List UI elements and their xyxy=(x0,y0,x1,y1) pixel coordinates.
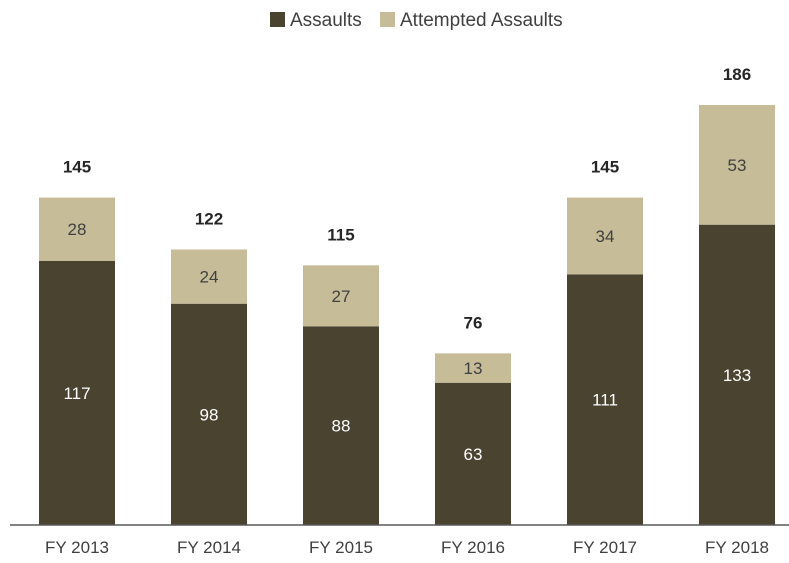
x-tick-label-fy-2016: FY 2016 xyxy=(441,538,505,557)
data-label-attempted-assaults-fy-2013: 28 xyxy=(68,220,87,239)
bar-assaults-fy-2013 xyxy=(39,260,115,525)
data-label-attempted-assaults-fy-2015: 27 xyxy=(332,287,351,306)
data-label-attempted-assaults-fy-2014: 24 xyxy=(200,268,219,287)
bar-attempted-assaults-fy-2016 xyxy=(435,353,511,383)
data-label-attempted-assaults-fy-2017: 34 xyxy=(596,227,615,246)
legend-label-assaults: Assaults xyxy=(290,10,362,31)
data-label-assaults-fy-2016: 63 xyxy=(464,445,483,464)
total-label-fy-2013: 145 xyxy=(63,158,91,177)
legend-swatch-attempted-assaults xyxy=(380,12,395,27)
bars xyxy=(39,105,775,525)
bar-assaults-fy-2014 xyxy=(171,303,247,525)
bar-assaults-fy-2016 xyxy=(435,382,511,525)
bar-attempted-assaults-fy-2013 xyxy=(39,197,115,261)
x-tick-label-fy-2015: FY 2015 xyxy=(309,538,373,557)
total-label-fy-2017: 145 xyxy=(591,158,619,177)
bar-attempted-assaults-fy-2017 xyxy=(567,197,643,275)
bar-assaults-fy-2018 xyxy=(699,224,775,525)
legend-label-attempted-assaults: Attempted Assaults xyxy=(400,10,563,31)
data-label-assaults-fy-2017: 111 xyxy=(592,391,618,410)
x-tick-label-fy-2013: FY 2013 xyxy=(45,538,109,557)
x-tick-label-fy-2018: FY 2018 xyxy=(705,538,769,557)
total-label-fy-2018: 186 xyxy=(723,65,751,84)
segment-labels: 117 28 98 24 88 27 63 13 111 34 133 53 xyxy=(63,156,751,464)
total-label-fy-2016: 76 xyxy=(464,313,483,332)
total-label-fy-2015: 115 xyxy=(327,225,354,244)
bar-assaults-fy-2017 xyxy=(567,274,643,525)
data-label-attempted-assaults-fy-2018: 53 xyxy=(728,156,747,175)
legend: Assaults Attempted Assaults xyxy=(270,10,563,31)
total-label-fy-2014: 122 xyxy=(195,210,223,229)
bar-assaults-fy-2015 xyxy=(303,326,379,525)
x-axis-tick-labels: FY 2013 FY 2014 FY 2015 FY 2016 FY 2017 FY 20… xyxy=(45,538,769,557)
data-label-assaults-fy-2018: 133 xyxy=(723,366,751,385)
legend-swatch-assaults xyxy=(270,12,285,27)
x-tick-label-fy-2014: FY 2014 xyxy=(177,538,241,557)
bar-attempted-assaults-fy-2018 xyxy=(699,105,775,225)
data-label-assaults-fy-2013: 117 xyxy=(63,384,90,403)
total-labels: 145 122 115 76 145 186 xyxy=(63,65,751,332)
bar-attempted-assaults-fy-2014 xyxy=(171,249,247,304)
data-label-assaults-fy-2015: 88 xyxy=(332,417,351,436)
bar-attempted-assaults-fy-2015 xyxy=(303,265,379,327)
data-label-attempted-assaults-fy-2016: 13 xyxy=(464,359,483,378)
x-tick-label-fy-2017: FY 2017 xyxy=(573,538,637,557)
data-label-assaults-fy-2014: 98 xyxy=(200,405,219,424)
